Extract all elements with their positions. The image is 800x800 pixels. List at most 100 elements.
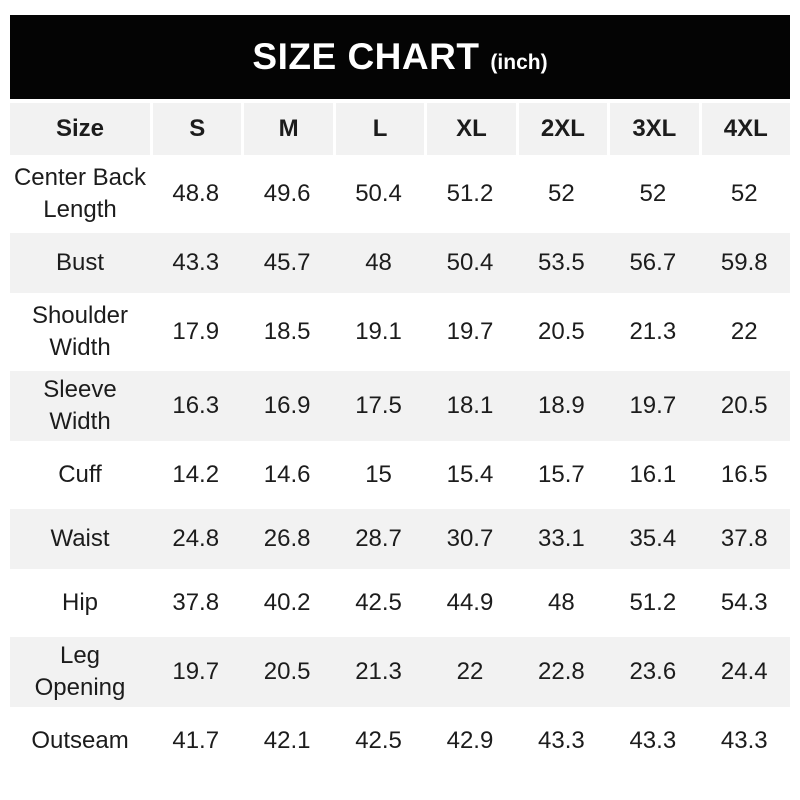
value-cell: 21.3 (607, 297, 699, 367)
value-cell: 18.9 (515, 371, 608, 441)
value-cell: 22 (424, 637, 516, 707)
row-label-line: Width (49, 408, 111, 435)
chart-unit-text: (inch) (490, 51, 548, 74)
value-cell: 21.3 (332, 637, 425, 707)
value-cell: 59.8 (698, 233, 790, 293)
value-cell: 20.5 (698, 371, 790, 441)
table-row: Sleeve Width 16.3 16.9 17.5 18.1 18.9 19.7 20.5 (10, 371, 790, 441)
value-cell: 23.6 (607, 637, 699, 707)
page-title: SIZE CHART (inch) (252, 36, 547, 78)
value-cell: 20.5 (515, 297, 608, 367)
row-label: Leg Opening (10, 637, 150, 707)
value-cell: 18.1 (424, 371, 516, 441)
value-cell: 40.2 (241, 573, 333, 633)
table-row: Leg Opening 19.7 20.5 21.3 22 22.8 23.6 24.4 (10, 637, 790, 707)
table-row: Center Back Length 48.8 49.6 50.4 51.2 52 52 52 (10, 159, 790, 229)
value-cell: 14.2 (150, 445, 242, 505)
row-label-line: Sleeve (43, 375, 117, 403)
value-cell: 14.6 (241, 445, 333, 505)
value-cell: 28.7 (332, 509, 425, 569)
value-cell: 37.8 (150, 573, 242, 633)
row-label-line: Center Back (13, 163, 147, 191)
row-label: Waist (10, 509, 150, 569)
value-cell: 15.4 (424, 445, 516, 505)
value-cell: 16.5 (698, 445, 790, 505)
value-cell: 42.1 (241, 711, 333, 771)
column-header-xl: XL (424, 103, 516, 155)
value-cell: 17.5 (332, 371, 425, 441)
value-cell: 42.5 (332, 711, 425, 771)
row-label: Hip (10, 573, 150, 633)
row-label-line: Length (43, 196, 117, 223)
value-cell: 53.5 (515, 233, 608, 293)
value-cell: 43.3 (607, 711, 699, 771)
column-header-4xl: 4XL (698, 103, 790, 155)
value-cell: 16.3 (150, 371, 242, 441)
value-cell: 56.7 (607, 233, 699, 293)
value-cell: 50.4 (424, 233, 516, 293)
table-row: Hip 37.8 40.2 42.5 44.9 48 51.2 54.3 (10, 573, 790, 633)
row-label: Shoulder Width (10, 297, 150, 367)
table-row: Bust 43.3 45.7 48 50.4 53.5 56.7 59.8 (10, 233, 790, 293)
column-header-m: M (241, 103, 333, 155)
row-label: Cuff (10, 445, 150, 505)
value-cell: 19.7 (424, 297, 516, 367)
column-header-size: Size (10, 103, 150, 155)
row-label: Center Back Length (10, 159, 150, 229)
value-cell: 51.2 (607, 573, 699, 633)
row-label-line: Outseam (31, 726, 129, 754)
value-cell: 48.8 (150, 159, 242, 229)
row-label-line: Opening (34, 674, 126, 701)
value-cell: 16.1 (607, 445, 699, 505)
value-cell: 52 (607, 159, 699, 229)
value-cell: 41.7 (150, 711, 242, 771)
value-cell: 42.5 (332, 573, 425, 633)
value-cell: 48 (332, 233, 425, 293)
value-cell: 18.5 (241, 297, 333, 367)
value-cell: 33.1 (515, 509, 608, 569)
value-cell: 15 (332, 445, 425, 505)
row-label-line: Cuff (58, 460, 102, 488)
table-row: Cuff 14.2 14.6 15 15.4 15.7 16.1 16.5 (10, 445, 790, 505)
value-cell: 52 (515, 159, 608, 229)
value-cell: 16.9 (241, 371, 333, 441)
table-row: Waist 24.8 26.8 28.7 30.7 33.1 35.4 37.8 (10, 509, 790, 569)
value-cell: 43.3 (150, 233, 242, 293)
value-cell: 48 (515, 573, 608, 633)
row-label-line: Leg (59, 641, 101, 669)
value-cell: 42.9 (424, 711, 516, 771)
size-table: Size S M L XL 2XL 3XL 4XL Center Back Length 48.8… (10, 99, 790, 775)
value-cell: 17.9 (150, 297, 242, 367)
value-cell: 44.9 (424, 573, 516, 633)
value-cell: 19.7 (150, 637, 242, 707)
column-header-3xl: 3XL (607, 103, 699, 155)
row-label-line: Shoulder (31, 301, 129, 329)
row-label: Bust (10, 233, 150, 293)
value-cell: 43.3 (698, 711, 790, 771)
value-cell: 19.7 (607, 371, 699, 441)
value-cell: 43.3 (515, 711, 608, 771)
value-cell: 37.8 (698, 509, 790, 569)
column-header-l: L (332, 103, 425, 155)
column-header-s: S (150, 103, 242, 155)
row-label-line: Hip (61, 588, 98, 616)
table-row: Outseam 41.7 42.1 42.5 42.9 43.3 43.3 43.3 (10, 711, 790, 771)
value-cell: 22.8 (515, 637, 608, 707)
value-cell: 45.7 (241, 233, 333, 293)
row-label-line: Width (49, 334, 111, 361)
row-label: Outseam (10, 711, 150, 771)
value-cell: 22 (698, 297, 790, 367)
value-cell: 24.8 (150, 509, 242, 569)
column-header-2xl: 2XL (515, 103, 608, 155)
value-cell: 35.4 (607, 509, 699, 569)
value-cell: 26.8 (241, 509, 333, 569)
value-cell: 54.3 (698, 573, 790, 633)
value-cell: 50.4 (332, 159, 425, 229)
row-label: Sleeve Width (10, 371, 150, 441)
value-cell: 49.6 (241, 159, 333, 229)
chart-title-text: SIZE CHART (252, 36, 480, 77)
value-cell: 52 (698, 159, 790, 229)
header-row: Size S M L XL 2XL 3XL 4XL (10, 103, 790, 155)
title-bar: SIZE CHART (inch) (10, 15, 790, 99)
